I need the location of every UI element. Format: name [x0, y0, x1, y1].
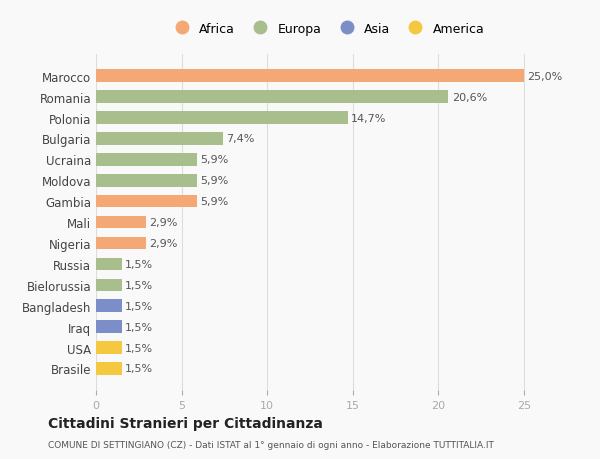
Text: 1,5%: 1,5% — [125, 322, 153, 332]
Text: 14,7%: 14,7% — [351, 113, 386, 123]
Bar — [96, 91, 448, 104]
Bar — [96, 363, 122, 375]
Bar — [96, 321, 122, 333]
Text: 20,6%: 20,6% — [452, 92, 487, 102]
Text: COMUNE DI SETTINGIANO (CZ) - Dati ISTAT al 1° gennaio di ogni anno - Elaborazion: COMUNE DI SETTINGIANO (CZ) - Dati ISTAT … — [48, 441, 494, 449]
Bar — [96, 70, 524, 83]
Bar — [96, 237, 146, 250]
Legend: Africa, Europa, Asia, America: Africa, Europa, Asia, America — [164, 18, 490, 41]
Text: 2,9%: 2,9% — [149, 218, 178, 228]
Text: 1,5%: 1,5% — [125, 364, 153, 374]
Bar — [96, 196, 197, 208]
Text: 7,4%: 7,4% — [226, 134, 254, 144]
Text: 1,5%: 1,5% — [125, 301, 153, 311]
Bar — [96, 300, 122, 312]
Bar — [96, 133, 223, 146]
Text: 5,9%: 5,9% — [200, 197, 229, 207]
Text: 1,5%: 1,5% — [125, 343, 153, 353]
Bar — [96, 279, 122, 291]
Bar — [96, 112, 347, 124]
Bar — [96, 216, 146, 229]
Bar — [96, 154, 197, 166]
Text: 1,5%: 1,5% — [125, 280, 153, 290]
Bar — [96, 258, 122, 271]
Bar — [96, 341, 122, 354]
Text: 1,5%: 1,5% — [125, 259, 153, 269]
Text: 25,0%: 25,0% — [527, 72, 562, 82]
Text: 5,9%: 5,9% — [200, 155, 229, 165]
Text: 5,9%: 5,9% — [200, 176, 229, 186]
Text: Cittadini Stranieri per Cittadinanza: Cittadini Stranieri per Cittadinanza — [48, 416, 323, 430]
Bar — [96, 174, 197, 187]
Text: 2,9%: 2,9% — [149, 239, 178, 248]
